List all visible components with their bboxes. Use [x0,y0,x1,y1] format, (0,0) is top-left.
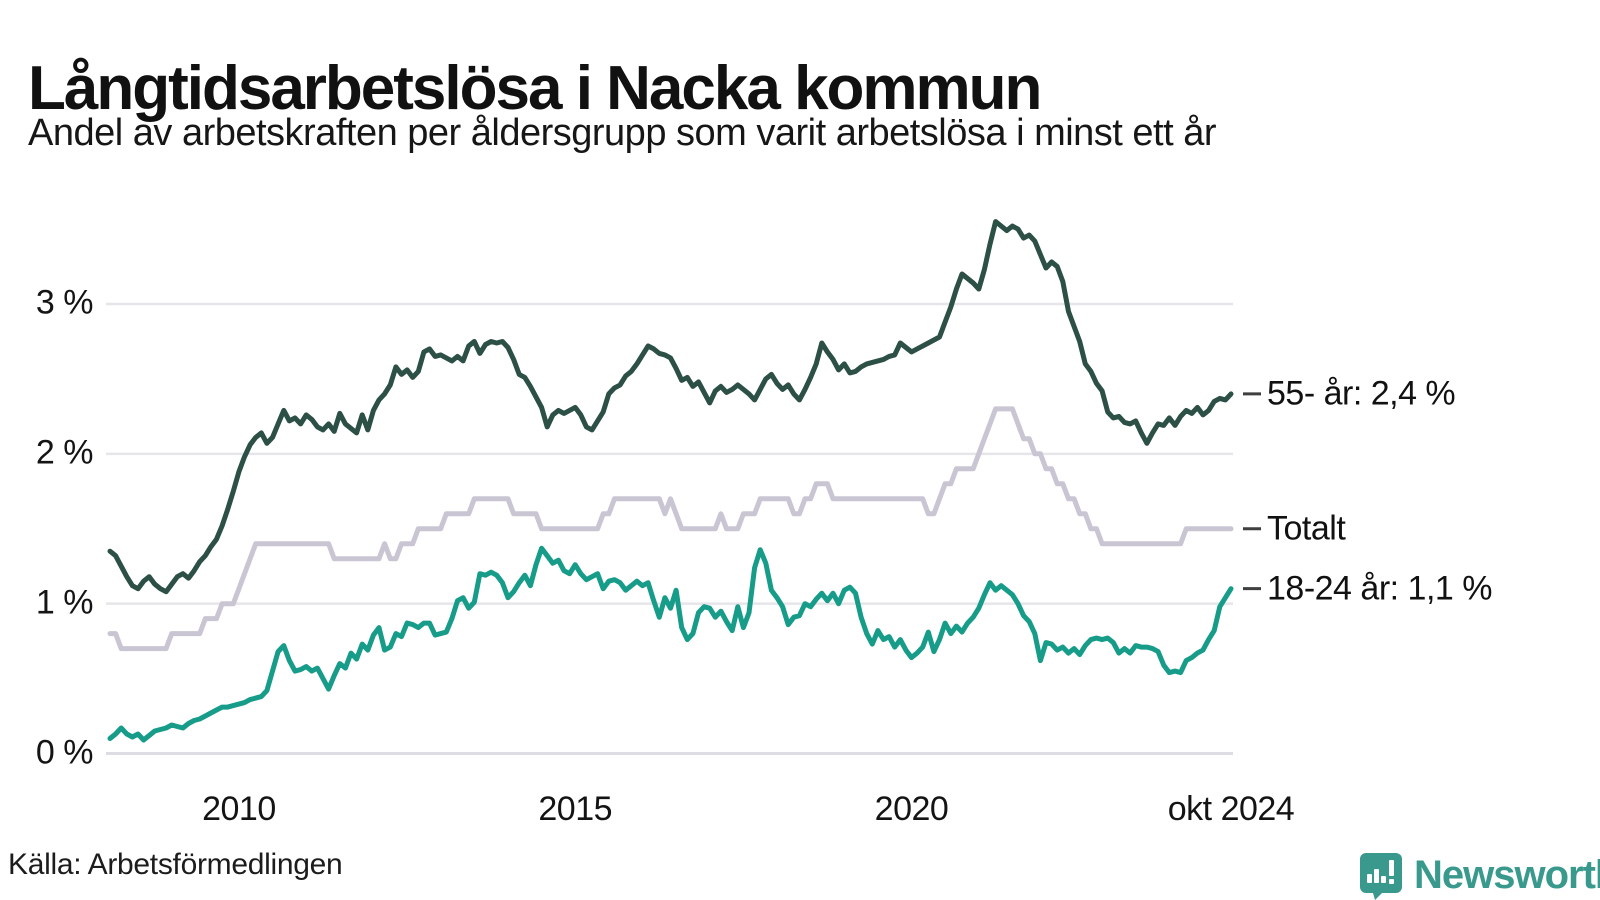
page-title: Långtidsarbetslösa i Nacka kommun [28,53,1042,123]
series-line-Totalt [107,406,1234,652]
brand-name: Newsworthy [1414,853,1600,897]
series-line-55--år [107,219,1234,595]
chart-subtitle: Andel av arbetskraften per åldersgrupp s… [28,112,1217,154]
speech-bubble-bar-chart-icon [1360,853,1402,900]
source-note: Källa: Arbetsförmedlingen [8,848,343,881]
newsworthy-logo[interactable]: Newsworthy [1358,850,1600,900]
series-line-18-24-år [107,545,1234,743]
